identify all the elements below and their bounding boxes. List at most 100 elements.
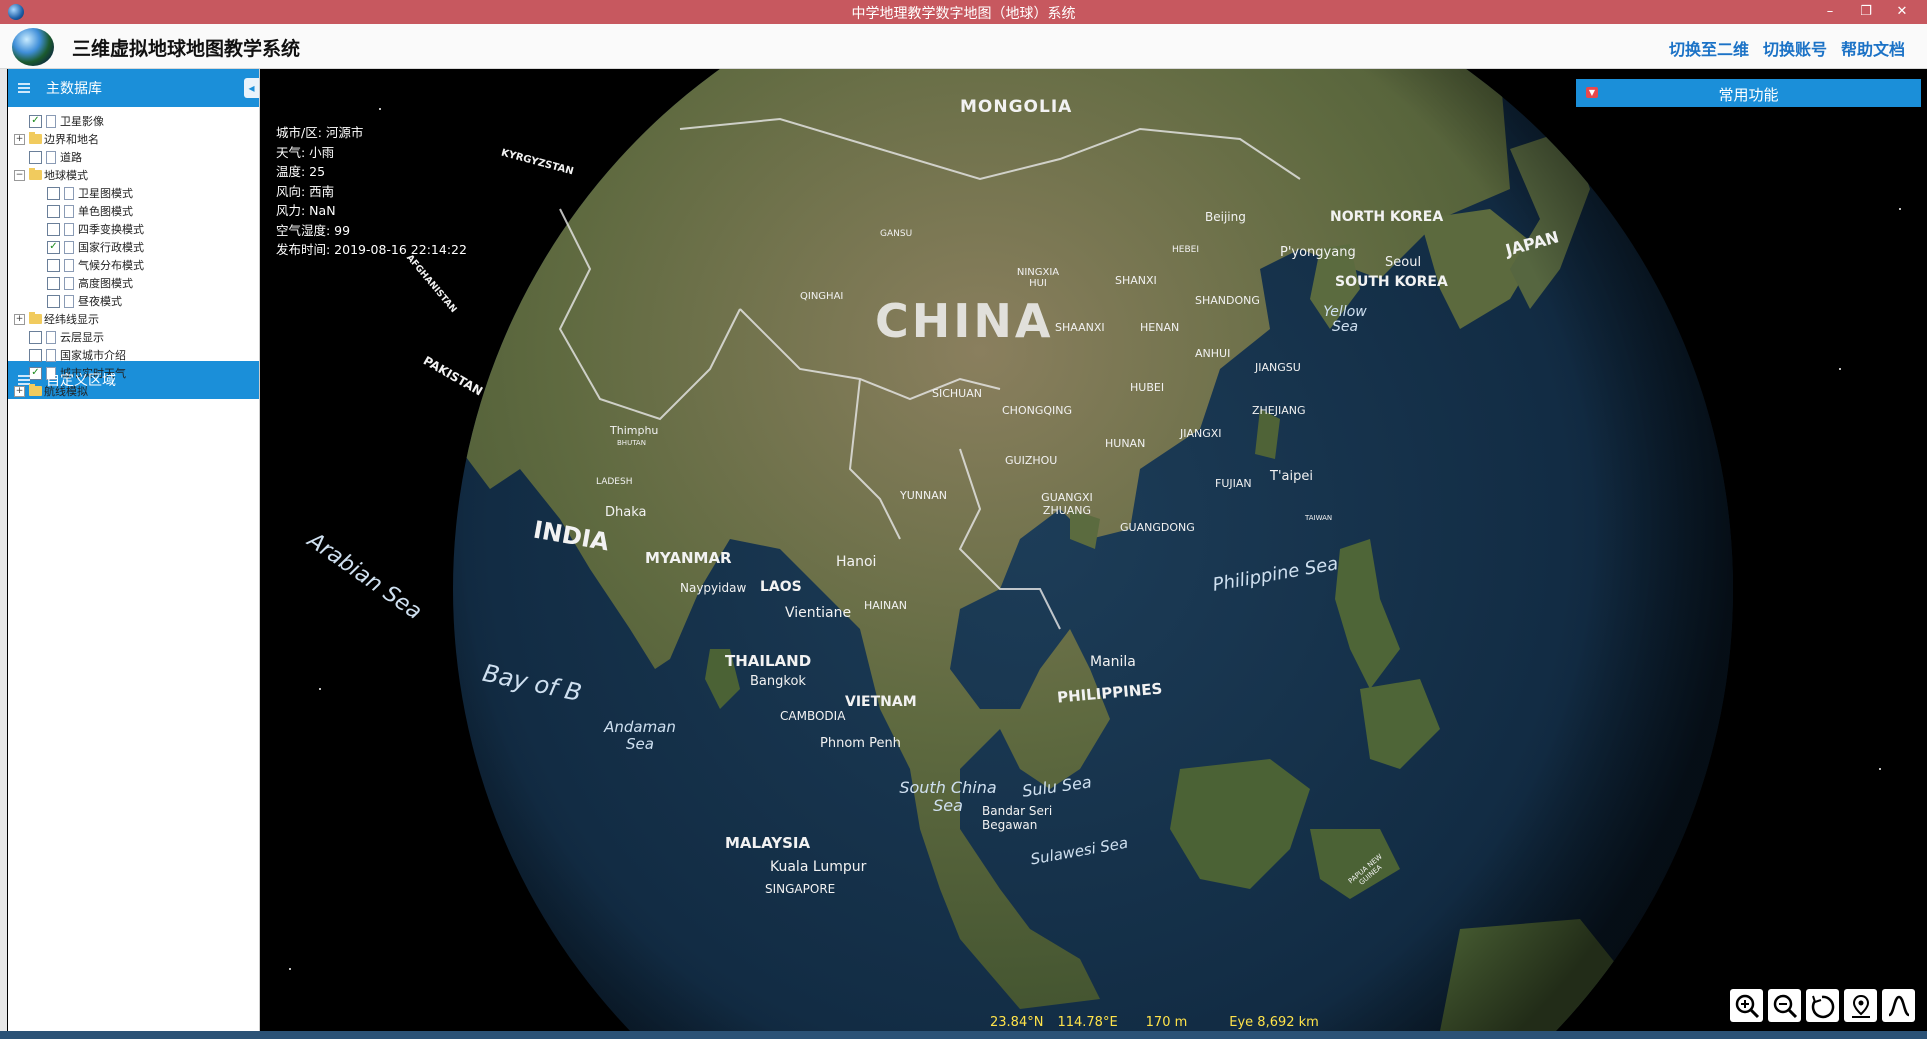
expand-toggle-icon[interactable]: + (14, 313, 25, 325)
map-label: Seoul (1385, 255, 1422, 270)
tree-node[interactable]: ✓ 国家行政模式 (8, 238, 259, 256)
custom-region-panel-header[interactable]: 自定义区域 (8, 361, 259, 399)
tree-node-label: 卫星图模式 (78, 187, 133, 200)
tree-node[interactable]: 卫星图模式 (8, 184, 259, 202)
tree-node[interactable]: 昼夜模式 (8, 292, 259, 310)
tree-spacer (14, 152, 25, 163)
map-label: LADESH (596, 477, 633, 487)
layer-checkbox[interactable] (47, 186, 60, 200)
expand-toggle-icon[interactable]: − (14, 169, 25, 181)
weather-info: 城市/区: 河源市 天气: 小雨 温度: 25 风向: 西南 风力: NaN 空… (276, 123, 467, 260)
minimize-button[interactable]: – (1826, 4, 1834, 19)
map-toolbar (1730, 989, 1915, 1022)
map-label: MONGOLIA (960, 97, 1073, 117)
file-icon (64, 240, 74, 254)
route-button[interactable] (1882, 989, 1915, 1022)
file-icon (64, 222, 74, 236)
zoom-out-icon (1773, 994, 1797, 1018)
map-label: Philippine Sea (1211, 553, 1340, 596)
globe-render[interactable] (260, 69, 1927, 1031)
main-database-panel-header[interactable]: 主数据库 ◂ (8, 69, 259, 107)
globe-map-view[interactable]: MONGOLIA CHINA INDIA PAKISTAN KYRGYZSTAN… (260, 69, 1927, 1031)
map-label: THAILAND (725, 652, 812, 670)
expand-toggle-icon[interactable]: + (14, 385, 25, 397)
map-label: PHILIPPINES (1056, 679, 1164, 707)
tree-node[interactable]: 高度图模式 (8, 274, 259, 292)
map-label: Dhaka (605, 505, 647, 520)
location-button[interactable] (1844, 989, 1877, 1022)
altitude: 170 m (1145, 1015, 1188, 1030)
map-label: GUANGDONG (1120, 521, 1195, 534)
tree-node[interactable]: + 边界和地名 (8, 130, 259, 148)
app-title: 三维虚拟地球地图教学系统 (72, 38, 301, 60)
map-label: Bandar Seri Begawan (982, 804, 1053, 832)
tree-node[interactable]: 气候分布模式 (8, 256, 259, 274)
reset-view-button[interactable] (1806, 989, 1839, 1022)
sidebar: 主数据库 ◂ ✓ 卫星影像 + 边界和地名 道路 − 地球模式卫星图模式单色图模式 四季变换模… (8, 69, 260, 1031)
map-label: Sulu Sea (1021, 772, 1093, 801)
folder-icon (29, 312, 42, 324)
layer-checkbox[interactable]: ✓ (47, 240, 60, 254)
layer-checkbox[interactable] (47, 276, 60, 290)
tree-node-label: 城市实时天气 (60, 367, 126, 380)
tree-node[interactable]: ✓ 城市实时天气 (8, 364, 259, 382)
restore-button[interactable]: ❐ (1860, 4, 1872, 19)
map-label: ZHEJIANG (1252, 404, 1306, 417)
map-label: JIANGXI (1180, 427, 1222, 440)
map-label: GUIZHOU (1005, 454, 1058, 467)
stars (289, 108, 1901, 970)
zoom-in-button[interactable] (1730, 989, 1763, 1022)
map-label: TAIWAN (1305, 514, 1333, 522)
custom-region-title: 自定义区域 (46, 373, 116, 389)
tree-node[interactable]: 云层显示 (8, 328, 259, 346)
tree-node[interactable]: − 地球模式 (8, 166, 259, 184)
weather-temperature: 温度: 25 (276, 164, 326, 179)
layer-checkbox[interactable] (47, 258, 60, 272)
header-links: 切换至二维 切换账号 帮助文档 (1669, 36, 1905, 60)
map-label: GANSU (880, 229, 913, 239)
tree-node[interactable]: 国家城市介绍 (8, 346, 259, 364)
window-title: 中学地理教学数字地图（地球）系统 (851, 6, 1076, 22)
map-label: HUBEI (1130, 381, 1165, 394)
tree-spacer (14, 116, 25, 127)
switch-2d-link[interactable]: 切换至二维 (1668, 40, 1749, 59)
tree-node[interactable]: 道路 (8, 148, 259, 166)
layer-checkbox[interactable] (29, 348, 42, 362)
layer-checkbox[interactable] (29, 330, 42, 344)
tree-node[interactable]: + 航线模拟 (8, 382, 259, 400)
tree-node[interactable]: + 经纬线显示 (8, 310, 259, 328)
latitude: 23.84°N (990, 1015, 1044, 1030)
tree-node[interactable]: 单色图模式 (8, 202, 259, 220)
zoom-out-button[interactable] (1768, 989, 1801, 1022)
app-icon (8, 4, 24, 20)
tree-node[interactable]: ✓ 卫星影像 (8, 112, 259, 130)
path-icon (1887, 995, 1910, 1016)
globe-logo-icon (12, 28, 54, 66)
expand-toggle-icon[interactable]: + (14, 133, 25, 145)
tree-spacer (32, 206, 43, 217)
layer-checkbox[interactable] (47, 222, 60, 236)
map-label: QINGHAI (800, 291, 844, 302)
weather-humidity: 空气湿度: 99 (276, 222, 351, 238)
layer-checkbox[interactable] (47, 204, 60, 218)
window-controls: – ❐ ✕ (1815, 1, 1917, 23)
tree-node-label: 高度图模式 (78, 277, 133, 290)
map-label: SICHUAN (932, 387, 982, 400)
map-label: P'yongyang (1280, 245, 1356, 260)
tree-node[interactable]: 四季变换模式 (8, 220, 259, 238)
layer-checkbox[interactable] (29, 150, 42, 164)
map-label: JIANGSU (1255, 361, 1301, 374)
help-docs-link[interactable]: 帮助文档 (1840, 40, 1905, 59)
map-label: Bay of B (480, 658, 585, 708)
common-functions-button[interactable]: ▼ 常用功能 (1576, 79, 1921, 107)
map-label: Bangkok (750, 674, 806, 689)
collapse-sidebar-button[interactable]: ◂ (244, 78, 259, 98)
layer-checkbox[interactable] (47, 294, 60, 308)
map-pin-icon (1851, 994, 1870, 1018)
close-button[interactable]: ✕ (1896, 4, 1908, 19)
layer-checkbox[interactable]: ✓ (29, 114, 42, 128)
layer-checkbox[interactable]: ✓ (29, 366, 42, 380)
map-label: CAMBODIA (780, 709, 846, 723)
switch-account-link[interactable]: 切换账号 (1762, 40, 1827, 59)
map-label: HENAN (1140, 321, 1180, 334)
